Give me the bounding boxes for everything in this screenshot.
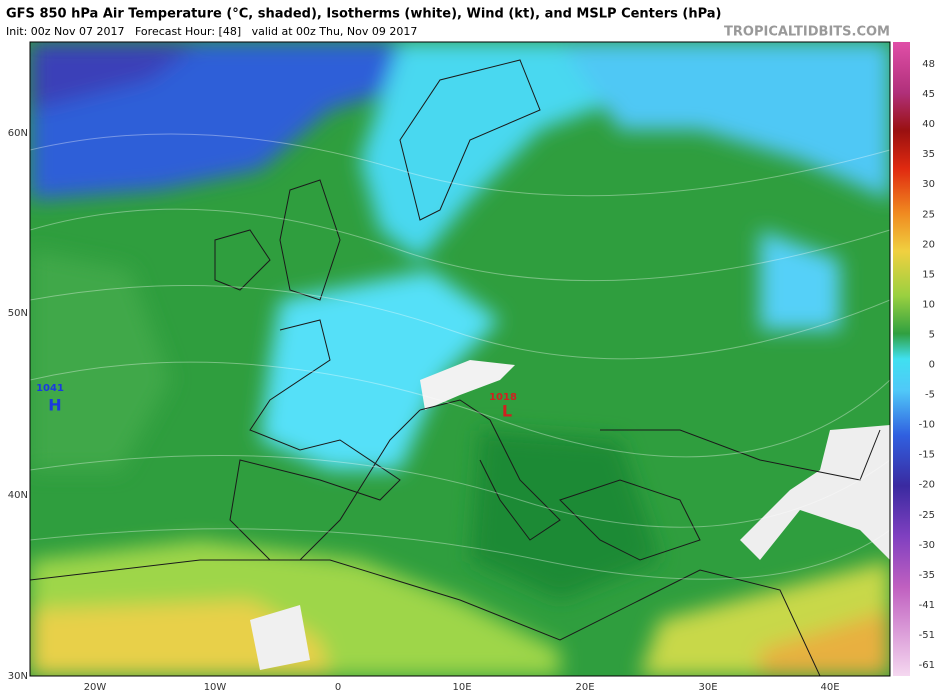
colorbar-label: -41 bbox=[919, 600, 935, 611]
colorbar-label: -20 bbox=[919, 480, 935, 491]
colorbar-label: 10 bbox=[922, 299, 935, 310]
colorbar-label: -10 bbox=[919, 420, 935, 431]
colorbar-label: -5 bbox=[925, 390, 935, 401]
colorbar-label: -15 bbox=[919, 450, 935, 461]
longitude-label: 30E bbox=[698, 682, 717, 693]
longitude-label: 10E bbox=[452, 682, 471, 693]
colorbar-label: 25 bbox=[922, 209, 935, 220]
pressure-value: 1018 bbox=[489, 392, 517, 403]
colorbar-label: -25 bbox=[919, 510, 935, 521]
colorbar-label: -35 bbox=[919, 570, 935, 581]
latitude-label: 30N bbox=[8, 671, 28, 682]
latitude-label: 60N bbox=[8, 128, 28, 139]
latitude-label: 40N bbox=[8, 490, 28, 501]
colorbar-label: 35 bbox=[922, 149, 935, 160]
map-frame bbox=[29, 41, 891, 677]
labels: 60N 50N 40N 30N 20W 10W 0 10E 20E 30E 40E 48 45 40 35 3… bbox=[8, 59, 935, 693]
colorbar bbox=[893, 42, 910, 676]
latitude-label: 50N bbox=[8, 308, 28, 319]
longitude-label: 0 bbox=[335, 682, 341, 693]
colorbar-label: 40 bbox=[922, 119, 935, 130]
longitude-label: 10W bbox=[204, 682, 227, 693]
pressure-symbol: H bbox=[48, 396, 61, 415]
colorbar-label: 5 bbox=[929, 329, 935, 340]
map-area bbox=[30, 42, 890, 676]
colorbar-label: 48 bbox=[922, 59, 935, 70]
colorbar-label: 30 bbox=[922, 179, 935, 190]
colorbar-label: 0 bbox=[929, 360, 935, 371]
pressure-symbol: L bbox=[502, 402, 512, 421]
colorbar-label: 20 bbox=[922, 239, 935, 250]
pressure-value: 1041 bbox=[36, 383, 64, 394]
colorbar-label: -61 bbox=[919, 660, 935, 671]
colorbar-label: -51 bbox=[919, 630, 935, 641]
title: GFS 850 hPa Air Temperature (°C, shaded)… bbox=[6, 7, 721, 22]
subtitle: Init: 00z Nov 07 2017 Forecast Hour: [48… bbox=[6, 25, 417, 38]
longitude-label: 20E bbox=[575, 682, 594, 693]
colorbar-label: 15 bbox=[922, 269, 935, 280]
colorbar-label: -30 bbox=[919, 540, 935, 551]
source: TROPICALTIDBITS.COM bbox=[724, 25, 890, 40]
longitude-label: 40E bbox=[820, 682, 839, 693]
colorbar-label: 45 bbox=[922, 89, 935, 100]
longitude-label: 20W bbox=[84, 682, 107, 693]
